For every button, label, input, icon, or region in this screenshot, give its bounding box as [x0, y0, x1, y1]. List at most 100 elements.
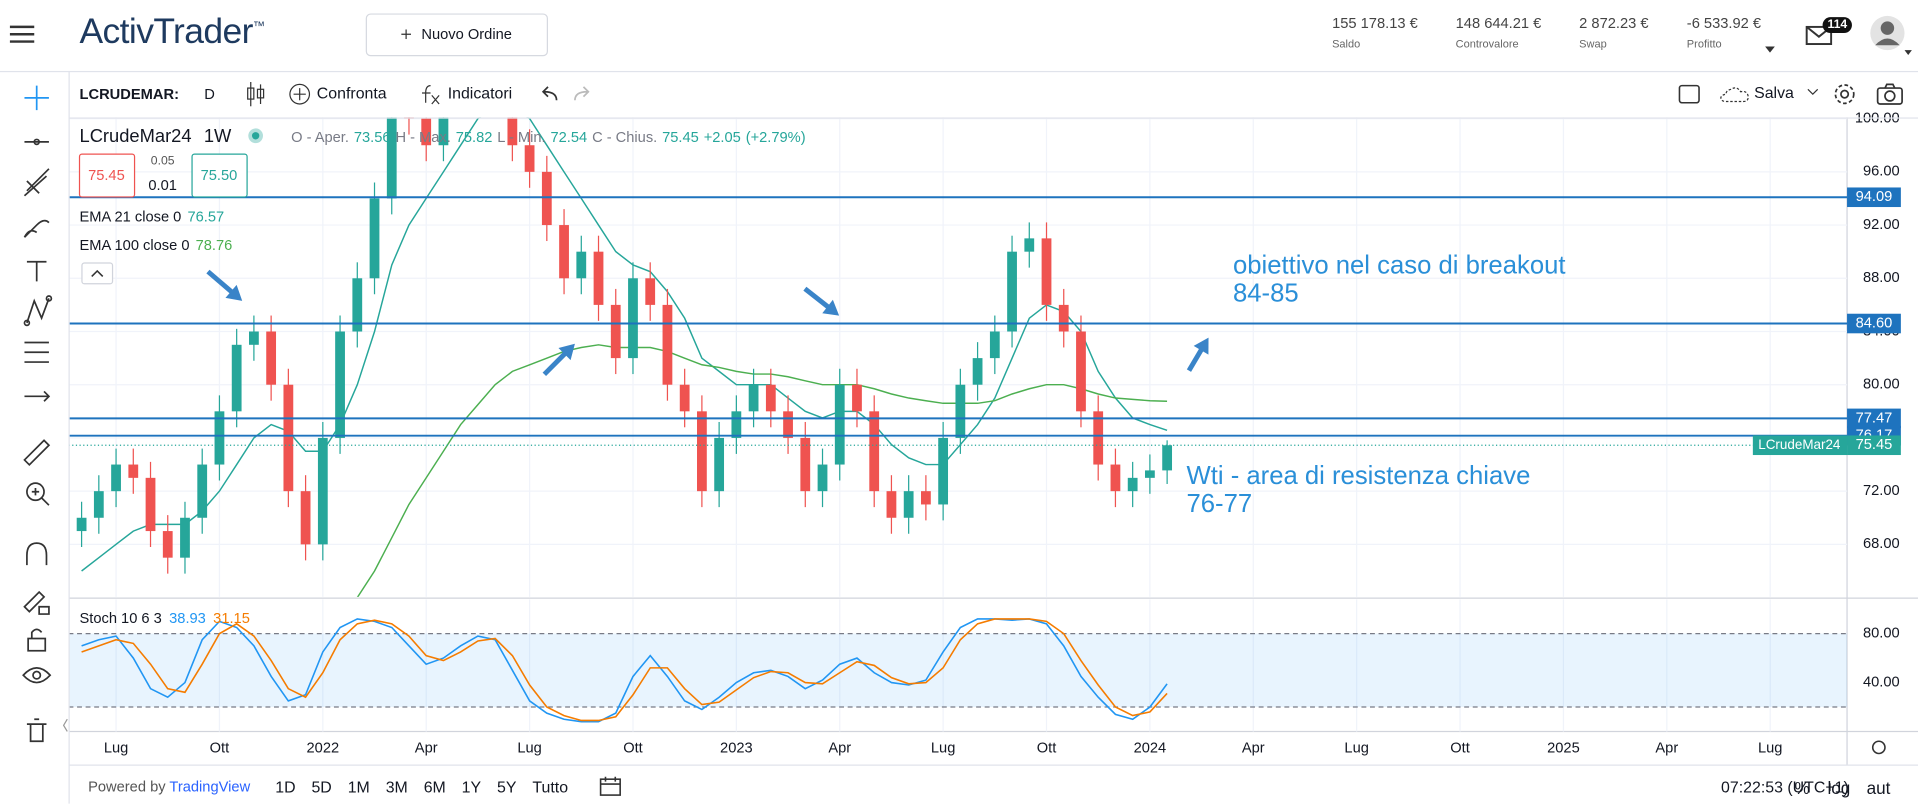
text-tool[interactable]	[26, 260, 47, 282]
zoom-tool[interactable]	[26, 482, 50, 506]
cross-tool[interactable]	[24, 85, 49, 111]
timeframe: 1W	[204, 125, 232, 146]
camera-icon[interactable]	[1876, 83, 1903, 105]
symbol: LCrudeMar24	[80, 125, 192, 146]
new-order-button[interactable]: Nuovo Ordine	[365, 13, 548, 57]
interval-button[interactable]: D	[204, 85, 215, 103]
axis-settings[interactable]	[1871, 740, 1886, 755]
range-button[interactable]: 1D	[275, 777, 296, 797]
candle-body	[869, 411, 880, 492]
logo[interactable]: ActivTrader™	[79, 12, 266, 52]
date-range-icon[interactable]	[598, 776, 622, 798]
candle-body	[162, 531, 173, 558]
candle-body	[111, 464, 121, 492]
candle-body	[283, 384, 294, 492]
collapse-button[interactable]	[81, 262, 114, 285]
range-buttons: 1D 5D 1M 3M 6M 1Y 5Y Tutto	[275, 778, 568, 796]
ohlc-value: 75.82	[456, 130, 493, 146]
collapse-icon	[91, 269, 104, 278]
annotation-text: 76-77	[1187, 490, 1253, 518]
candle-body	[300, 491, 311, 545]
delete-tool[interactable]	[26, 718, 47, 743]
button-label: Indicatori	[447, 83, 513, 103]
x-tick-label: Ott	[623, 740, 643, 756]
annotation-text: 84-85	[1233, 280, 1299, 308]
range-button[interactable]: 5Y	[497, 777, 517, 797]
auto-toggle[interactable]: aut	[1866, 777, 1891, 798]
candle-body	[817, 464, 828, 492]
range-button[interactable]: 1Y	[461, 777, 482, 797]
y-tick-label: 92.00	[1863, 217, 1900, 233]
avatar[interactable]	[1869, 15, 1913, 59]
symbol-input[interactable]: LCRUDEMAR:	[79, 85, 179, 103]
candle-body	[852, 384, 862, 412]
candle-body	[1162, 445, 1173, 471]
range-button[interactable]: 6M	[423, 777, 446, 797]
compare-button[interactable]: Confronta	[289, 83, 387, 105]
stoch-legend: Stoch 10 6 3 38.93 31.15	[80, 611, 250, 627]
layout-icon[interactable]	[1677, 83, 1701, 105]
ruler-tool[interactable]	[23, 439, 51, 467]
range-button[interactable]: 5D	[311, 777, 332, 797]
range-button[interactable]: 3M	[385, 777, 408, 797]
chart-type-icon[interactable]	[245, 81, 267, 107]
candle-body	[921, 491, 931, 505]
spread: 0.01	[148, 178, 177, 194]
undo-icon[interactable]	[539, 86, 559, 103]
indicators-button[interactable]: Indicatori	[420, 83, 513, 105]
logo-mark: ™	[252, 19, 265, 34]
logo-text: ActivTrader	[79, 12, 254, 52]
indicator-value: 78.76	[196, 238, 233, 254]
line-tool[interactable]	[24, 138, 49, 146]
ask-box	[191, 153, 248, 198]
menu-button[interactable]	[9, 24, 37, 44]
candle-body	[1110, 464, 1121, 492]
powered-by[interactable]: Powered by TradingView	[88, 778, 250, 795]
dropdown-icon[interactable]	[1765, 46, 1775, 53]
button-label: Nuovo Ordine	[421, 25, 512, 43]
annotation-text: Wti - area di resistenza chiave	[1187, 462, 1531, 490]
candle-body	[955, 384, 966, 438]
bid-price: 75.45	[88, 168, 125, 184]
range-button[interactable]: Tutto	[532, 777, 569, 797]
candle-body	[559, 225, 569, 279]
indicator-name: EMA 21 close 0	[80, 210, 182, 226]
candle-body	[214, 411, 225, 465]
visibility-tool[interactable]	[22, 667, 52, 684]
save-button[interactable]: Salva	[1719, 83, 1819, 103]
arrow-tool[interactable]	[24, 390, 51, 402]
top-bar	[0, 0, 1918, 73]
pencil-lock-tool[interactable]	[23, 590, 50, 615]
range-button[interactable]: 1M	[347, 777, 370, 797]
y-tick-label: 72.00	[1863, 483, 1900, 499]
stoch-k: 38.93	[169, 611, 206, 627]
stoch-name: Stoch 10 6 3	[80, 611, 162, 627]
y-tick-label: 68.00	[1863, 536, 1900, 552]
log-toggle[interactable]: log	[1827, 777, 1851, 798]
candle-body	[1041, 238, 1052, 305]
redo-icon[interactable]	[572, 86, 592, 103]
stoch-line	[81, 618, 1168, 723]
trend-tool[interactable]	[23, 168, 50, 197]
fib-tool[interactable]	[24, 341, 49, 363]
candle-body	[972, 358, 983, 385]
x-tick-label: Apr	[1242, 740, 1265, 756]
lock-tool[interactable]	[27, 628, 47, 652]
pattern-tool[interactable]	[23, 295, 53, 327]
candle-body	[317, 437, 328, 545]
brush-tool[interactable]	[23, 219, 50, 238]
candle-body	[938, 437, 949, 505]
percent-toggle[interactable]: %	[1794, 777, 1810, 798]
candle-body	[1058, 304, 1069, 332]
stoch-tick-label: 80.00	[1863, 625, 1900, 641]
candle-body	[748, 384, 759, 412]
candle-body	[541, 171, 552, 226]
x-tick-label: 2025	[1547, 740, 1580, 756]
x-tick-label: Lug	[517, 740, 541, 756]
magnet-tool[interactable]	[26, 542, 48, 566]
settings-icon[interactable]	[1832, 82, 1856, 106]
candle-body	[507, 117, 518, 146]
x-tick-label: Apr	[415, 740, 438, 756]
